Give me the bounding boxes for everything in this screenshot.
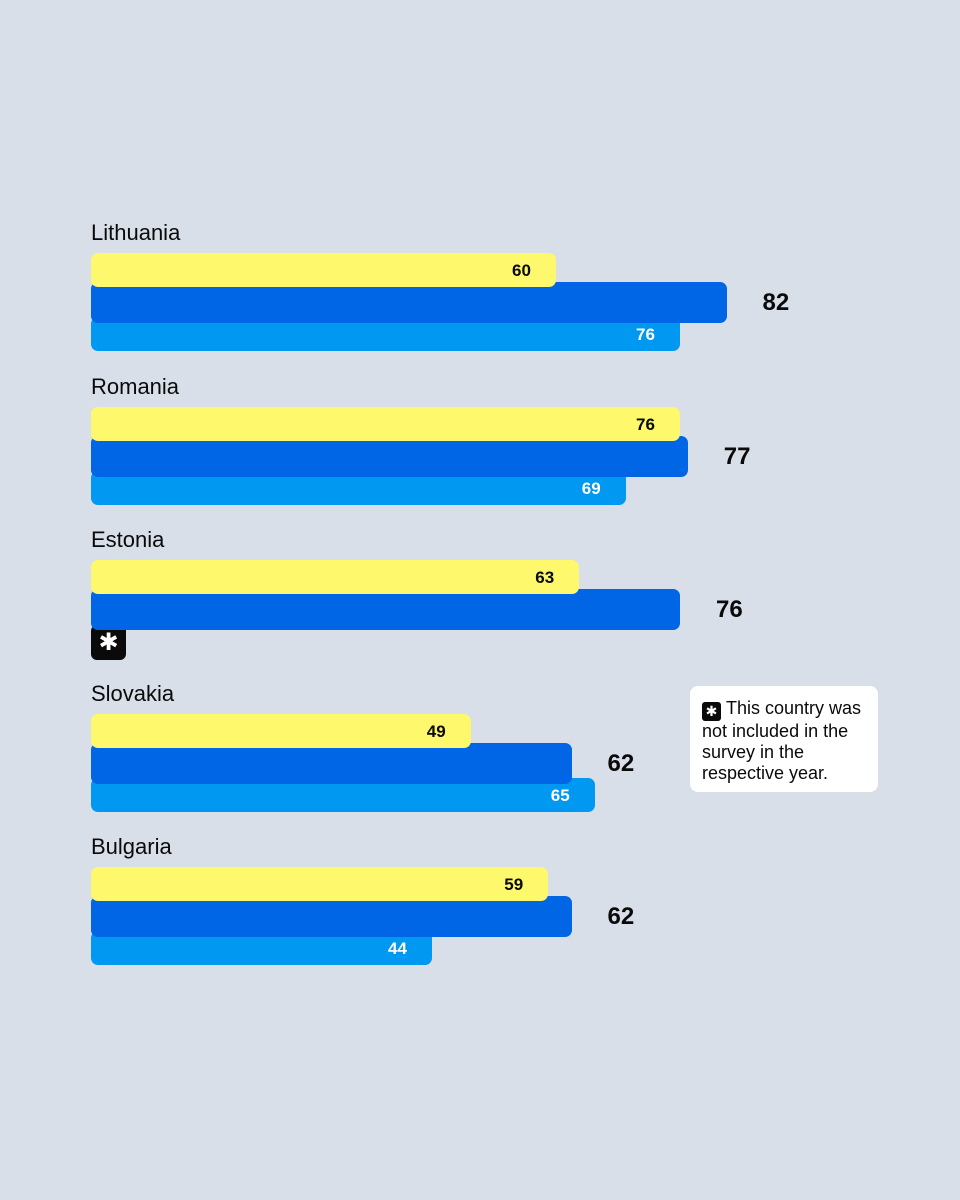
value-label-lithuania-series-1: 60 bbox=[512, 261, 531, 280]
bar-lithuania-series-1 bbox=[91, 253, 556, 287]
value-label-romania-series-1: 76 bbox=[636, 414, 655, 434]
bar-estonia-series-2 bbox=[91, 589, 680, 630]
footnote-text: This country was not included in the sur… bbox=[702, 698, 862, 783]
value-label-slovakia-series-1: 49 bbox=[426, 721, 446, 741]
value-label-romania-series-2: 77 bbox=[723, 442, 751, 470]
bar-romania-series-2 bbox=[91, 435, 688, 477]
value-label-bulgaria-series-2: 62 bbox=[607, 903, 635, 930]
country-label-lithuania: Lithuania bbox=[91, 220, 181, 245]
value-label-estonia-series-1: 63 bbox=[535, 568, 555, 587]
value-label-bulgaria-series-1: 59 bbox=[504, 875, 524, 894]
value-label-slovakia-series-3: 65 bbox=[550, 785, 570, 805]
value-label-estonia-series-2: 76 bbox=[716, 596, 743, 623]
bar-slovakia-series-2 bbox=[91, 742, 572, 784]
value-label-bulgaria-series-3: 44 bbox=[388, 939, 407, 958]
bar-estonia-series-1 bbox=[91, 560, 580, 594]
country-label-estonia: Estonia bbox=[91, 527, 165, 552]
country-label-romania: Romania bbox=[91, 373, 180, 399]
bar-lithuania-series-2 bbox=[91, 282, 727, 323]
country-label-slovakia: Slovakia bbox=[91, 680, 175, 706]
footnote-box: ✱ This country was not included in the su… bbox=[690, 686, 878, 792]
value-label-lithuania-series-3: 76 bbox=[636, 325, 655, 344]
bar-romania-series-1 bbox=[91, 406, 680, 441]
value-label-lithuania-series-2: 82 bbox=[762, 289, 790, 316]
bar-slovakia-series-1 bbox=[91, 713, 471, 748]
country-label-bulgaria: Bulgaria bbox=[91, 834, 172, 859]
bar-bulgaria-series-2 bbox=[91, 896, 572, 937]
value-label-romania-series-3: 69 bbox=[581, 478, 601, 498]
asterisk-icon: ✱ bbox=[702, 702, 721, 721]
missing-data-marker-estonia: ✱ bbox=[91, 625, 126, 660]
value-label-slovakia-series-2: 62 bbox=[607, 749, 635, 777]
bar-bulgaria-series-1 bbox=[91, 867, 549, 901]
